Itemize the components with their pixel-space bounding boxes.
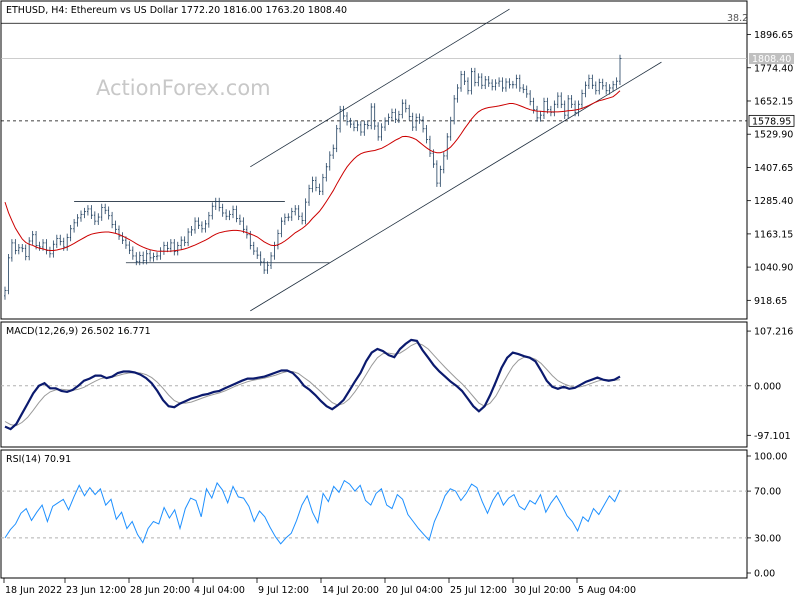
rsi-panel-frame	[0, 449, 748, 579]
price-tick-label: 1163.15	[754, 229, 793, 240]
macd-tick-label: 0.000	[754, 381, 781, 392]
price-tick-label: 1774.40	[754, 63, 793, 74]
last-price-badge-bg	[749, 53, 794, 65]
price-tick-label: 1896.65	[754, 30, 793, 41]
rsi-panel: RSI(14) 70.91 100.00 70.00 30.00 0.00	[0, 449, 787, 580]
rsi-tick-label: 100.00	[754, 452, 787, 463]
time-tick-label: 23 Jun 12:00	[66, 585, 126, 596]
rsi-y-axis: 100.00 70.00 30.00 0.00	[747, 452, 787, 580]
macd-tick-label: 107.216	[754, 327, 793, 338]
last-price-badge-text: 1808.40	[752, 54, 791, 65]
macd-tick-label: -97.101	[754, 431, 791, 442]
time-tick-label: 9 Jul 12:00	[258, 585, 309, 596]
last-price-badge: 1808.40	[749, 53, 794, 65]
time-axis: 18 Jun 2022 23 Jun 12:00 28 Jun 20:00 4 Jul…	[3, 578, 636, 596]
rsi-tick-label: 0.00	[754, 569, 775, 580]
time-tick-label: 20 Jul 04:00	[386, 585, 443, 596]
price-tick-label: 1652.15	[754, 96, 793, 107]
macd-main-line	[4, 338, 621, 431]
price-tick-label: 918.65	[754, 296, 787, 307]
time-tick-label: 14 Jul 20:00	[322, 585, 379, 596]
price-tick-label: 1529.90	[754, 130, 793, 141]
time-tick-label: 25 Jul 12:00	[450, 585, 507, 596]
price-panel: ActionForex.com ETHUSD, H4: Ethereum vs …	[0, 0, 795, 320]
time-tick-label: 18 Jun 2022	[5, 585, 62, 596]
fib-label: 38.2	[727, 13, 748, 24]
price-gridlines	[1, 22, 747, 122]
rsi-tick-label: 70.00	[754, 487, 781, 498]
price-panel-frame	[0, 0, 748, 320]
price-y-axis: 1896.65 1774.40 1652.15 1529.90 1407.65 1285.…	[747, 30, 793, 307]
price-tick-label: 1407.65	[754, 163, 793, 174]
level-badge-bg	[748, 114, 795, 127]
rsi-level-lines	[1, 490, 747, 539]
macd-title: MACD(12,26,9) 26.502 16.771	[6, 326, 151, 337]
price-title: ETHUSD, H4: Ethereum vs US Dollar 1772.2…	[6, 5, 347, 16]
price-tick-label: 1285.40	[754, 196, 793, 207]
level-badge: 1578.95	[748, 114, 795, 127]
time-tick-label: 4 Jul 04:00	[194, 585, 245, 596]
rsi-title: RSI(14) 70.91	[6, 454, 71, 465]
level-badge-text: 1578.95	[752, 116, 791, 127]
rsi-tick-label: 30.00	[754, 533, 781, 544]
time-tick-label: 28 Jun 20:00	[130, 585, 190, 596]
watermark: ActionForex.com	[96, 76, 271, 100]
time-tick-label: 5 Aug 04:00	[578, 585, 636, 596]
price-tick-label: 1040.90	[754, 263, 793, 274]
price-candles	[4, 54, 622, 300]
time-tick-label: 30 Jul 20:00	[514, 585, 571, 596]
moving-average-line	[4, 90, 621, 252]
rsi-line	[4, 479, 621, 545]
trendline-upper	[250, 8, 510, 168]
macd-y-axis: 107.216 0.000 -97.101	[747, 327, 793, 442]
macd-panel-frame	[0, 321, 748, 448]
macd-panel: MACD(12,26,9) 26.502 16.771 107.216 0.000…	[0, 321, 793, 448]
